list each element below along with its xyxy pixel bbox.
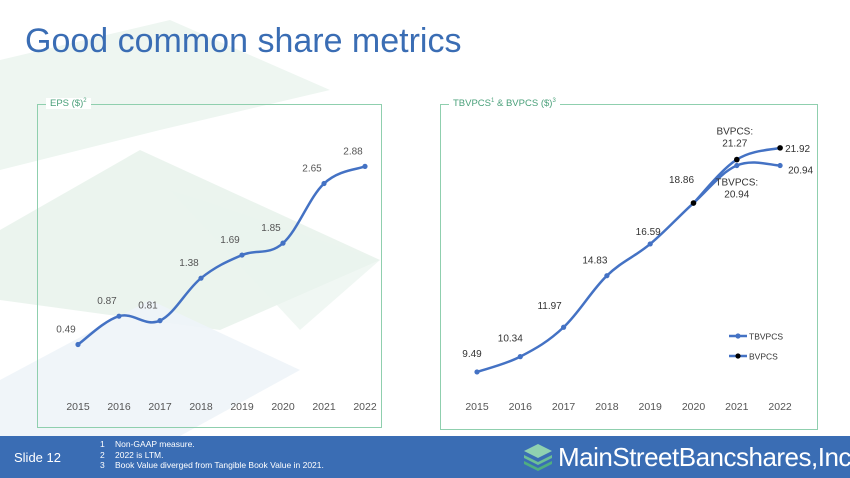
eps-x-tick-2020: 2020: [271, 401, 295, 413]
bvpcs-x-tick-2016: 2016: [509, 401, 533, 413]
tbvpcs-data-label-2021: TBVPCS: 20.94: [715, 178, 758, 201]
eps-data-label-2016: 0.87: [97, 296, 117, 307]
footnote-2: 2 2022 is LTM.: [100, 449, 164, 460]
tbvpcs-point-2015: [474, 369, 480, 375]
eps-point-2016: [116, 313, 122, 319]
eps-x-tick-2015: 2015: [66, 401, 90, 413]
tbvpcs-series-line: [476, 161, 781, 374]
eps-data-label-2021: 2.65: [302, 164, 322, 175]
tbvpcs-data-label-2020: 18.86: [669, 175, 694, 186]
legend-bvpcs-label: BVPCS: [749, 352, 778, 362]
tbvpcs-point-2019: [647, 241, 653, 247]
bvpcs-point-2021: [734, 156, 740, 163]
footer-bar: Slide 12 1 Non-GAAP measure. 2 2022 is LTM…: [0, 436, 850, 478]
tbvpcs-point-2016: [517, 354, 523, 360]
eps-point-2018: [198, 275, 204, 281]
eps-point-2017: [157, 318, 163, 324]
eps-point-2022: [362, 163, 368, 169]
eps-point-2021: [321, 180, 327, 187]
footnote-3: 3 Book Value diverged from Tangible Book …: [100, 460, 324, 470]
legend-tbvpcs-label: TBVPCS: [749, 332, 783, 342]
bvpcs-point-2022: [777, 145, 783, 151]
logo-layers-icon: [524, 444, 552, 471]
tbvpcs-data-label-2017: 11.97: [537, 301, 562, 312]
eps-x-tick-2016: 2016: [107, 401, 131, 413]
tbvpcs-point-2017: [561, 324, 567, 330]
tbvpcs-data-label-2016: 10.34: [498, 334, 523, 345]
bvpcs-chart-title: TBVPCS1 & BVPCS ($)3: [449, 98, 560, 110]
brand-name: MainStreetBancshares,Inc.: [558, 442, 850, 472]
tbvpcs-data-label-2022: 20.94: [788, 166, 813, 177]
bvpcs-x-tick-2021: 2021: [725, 401, 749, 413]
bvpcs-x-tick-2017: 2017: [552, 401, 576, 413]
tbvpcs-point-2018: [604, 273, 610, 279]
tbvpcs-point-2022: [777, 162, 783, 169]
legend-bvpcs-marker: [735, 353, 741, 359]
page-title: Good common share metrics: [25, 22, 462, 60]
eps-point-2019: [239, 252, 245, 258]
eps-data-label-2020: 1.85: [261, 223, 281, 234]
tbvpcs-point-2021: [734, 162, 740, 169]
eps-point-2015: [75, 341, 81, 348]
bvpcs-data-label-2021: BVPCS: 21.27: [716, 127, 753, 150]
eps-x-tick-2017: 2017: [148, 401, 172, 413]
footnotes: 1 Non-GAAP measure. 2 2022 is LTM. 3 Book V…: [100, 439, 324, 471]
eps-data-label-2017: 0.81: [138, 301, 158, 312]
eps-x-tick-2022: 2022: [353, 401, 377, 413]
eps-data-label-2018: 1.38: [179, 258, 199, 269]
bvpcs-point-2020: [690, 200, 697, 206]
eps-x-tick-2021: 2021: [312, 401, 336, 413]
eps-series-line: [77, 165, 366, 346]
tbvpcs-data-label-2015: 9.49: [462, 349, 482, 360]
eps-x-tick-2018: 2018: [189, 401, 213, 413]
bvpcs-x-tick-2019: 2019: [639, 401, 663, 413]
tbvpcs-data-label-2019: 16.59: [636, 227, 661, 238]
tbvpcs-data-label-2018: 14.83: [582, 256, 607, 267]
bvpcs-x-tick-2020: 2020: [682, 401, 706, 413]
eps-data-label-2019: 1.69: [220, 235, 240, 246]
slide-number: Slide 12: [14, 450, 61, 465]
eps-x-tick-2019: 2019: [230, 401, 254, 413]
bvpcs-x-tick-2018: 2018: [595, 401, 619, 413]
bvpcs-chart-panel: TBVPCS1 & BVPCS ($)3: [440, 98, 818, 430]
eps-chart-panel: EPS ($)2: [37, 98, 382, 428]
bvpcs-x-tick-2015: 2015: [465, 401, 489, 413]
legend-tbvpcs-marker: [735, 333, 741, 339]
footnote-1: 1 Non-GAAP measure.: [100, 439, 195, 449]
bvpcs-x-tick-2022: 2022: [768, 401, 792, 413]
eps-chart-title: EPS ($)2: [46, 98, 91, 110]
eps-point-2020: [280, 240, 286, 246]
eps-data-label-2022: 2.88: [343, 146, 363, 157]
bvpcs-data-label-2022: 21.92: [785, 144, 810, 155]
eps-data-label-2015: 0.49: [56, 324, 76, 335]
